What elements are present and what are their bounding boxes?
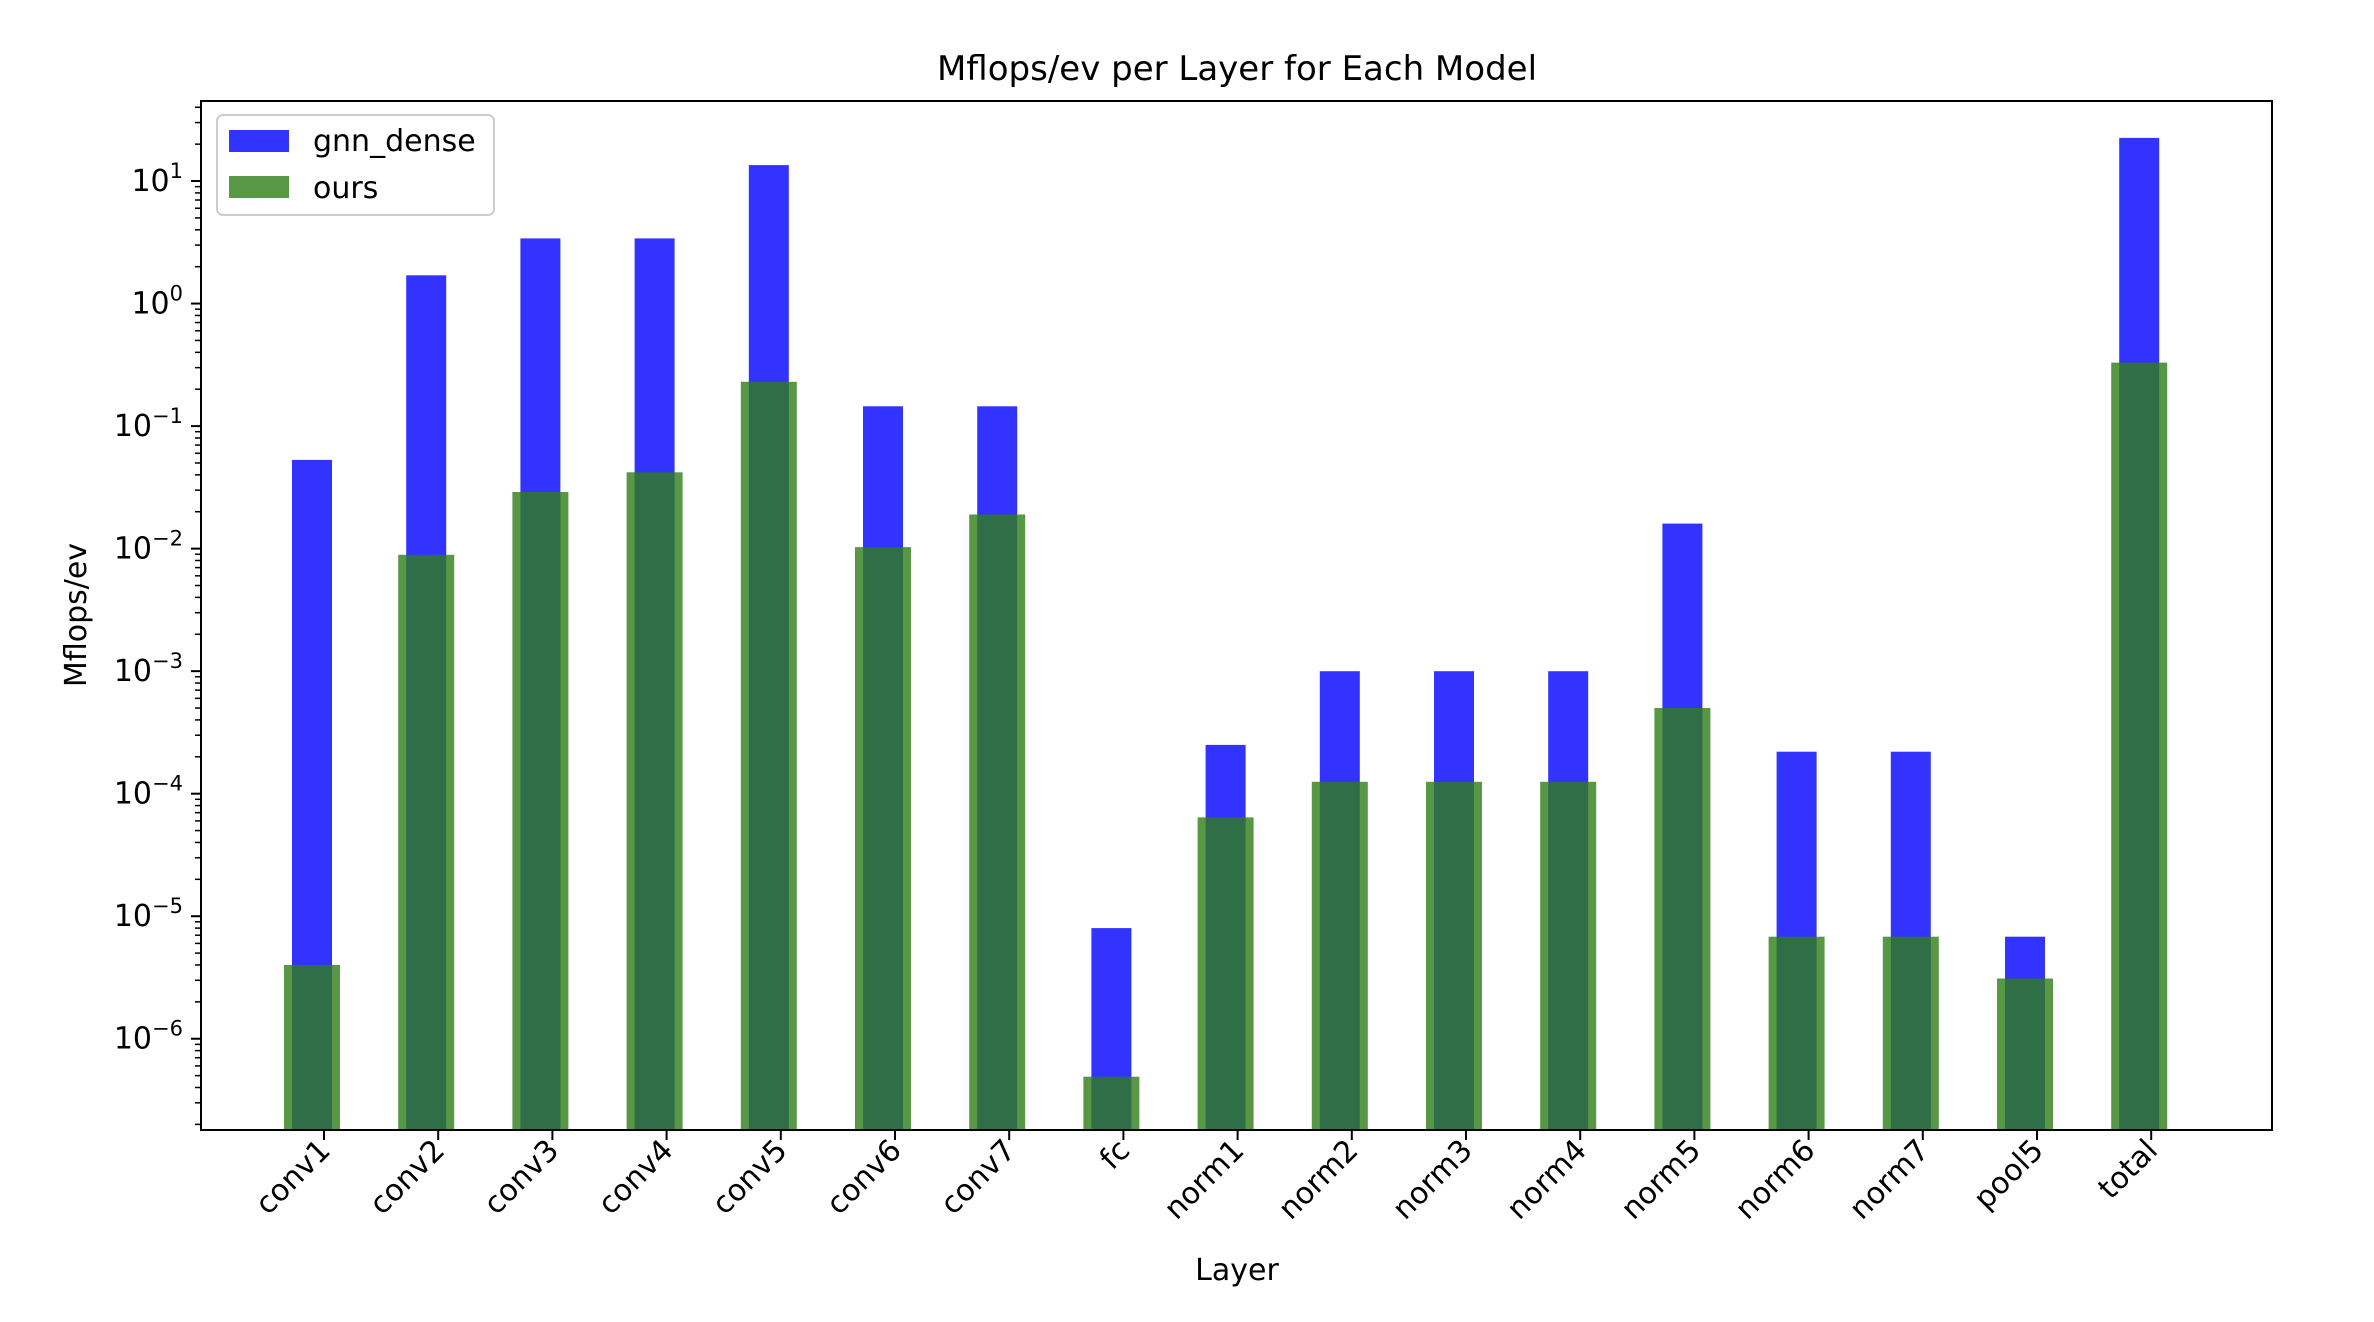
y-tick-label-0: 101 <box>131 159 183 199</box>
plot-frame <box>200 100 2273 1131</box>
bar-ours-norm4 <box>1540 781 1597 1130</box>
y-tick-label-1: 100 <box>131 282 183 322</box>
bar-ours-total <box>2111 362 2168 1131</box>
legend-swatch-gnn-dense <box>229 130 289 152</box>
bar-ours-conv3 <box>512 492 569 1130</box>
bars-layer <box>284 137 2168 1131</box>
bar-ours-norm3 <box>1426 781 1482 1130</box>
legend-label-gnn-dense: gnn_dense <box>313 124 476 159</box>
x-axis-label: Layer <box>1195 1253 1279 1288</box>
bar-ours-norm2 <box>1311 781 1368 1130</box>
y-tick-label-7: 10−6 <box>114 1017 183 1057</box>
y-tick-label-4: 10−3 <box>114 649 183 689</box>
chart-title: Mflops/ev per Layer for Each Model <box>937 49 1537 89</box>
y-axis-label: Mflops/ev <box>59 543 94 687</box>
bar-ours-norm6 <box>1768 936 1825 1130</box>
bar-ours-norm7 <box>1882 936 1939 1130</box>
y-axis: 101 100 10−1 10−2 10−3 10−4 10−5 10−6 <box>114 106 201 1126</box>
bar-ours-conv5 <box>740 381 797 1130</box>
bar-ours-conv1 <box>284 965 340 1130</box>
y-tick-label-2: 10−1 <box>114 404 183 444</box>
legend-swatch-ours <box>229 176 289 198</box>
bar-ours-norm1 <box>1197 817 1254 1130</box>
bar-ours-fc <box>1083 1076 1140 1130</box>
bar-ours-pool5 <box>1997 978 2053 1130</box>
bar-ours-conv4 <box>626 472 683 1130</box>
bar-ours-norm5 <box>1654 708 1711 1130</box>
bar-ours-conv6 <box>855 547 911 1130</box>
bar-ours-conv7 <box>969 514 1026 1130</box>
y-tick-label-5: 10−4 <box>114 772 183 812</box>
legend-label-ours: ours <box>313 171 378 206</box>
legend: gnn_dense ours <box>216 114 495 216</box>
y-tick-label-6: 10−5 <box>114 894 183 934</box>
y-tick-label-3: 10−2 <box>114 527 183 567</box>
bar-ours-conv2 <box>398 554 455 1130</box>
